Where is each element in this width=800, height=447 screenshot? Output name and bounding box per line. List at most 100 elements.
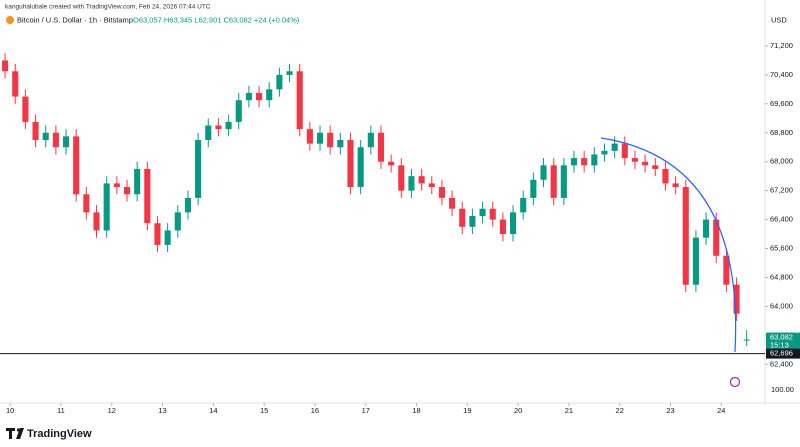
x-tick-label: 18 (412, 406, 420, 415)
candle-body (225, 121, 232, 130)
candle-body (215, 125, 222, 130)
countdown: 15:13 (770, 341, 789, 350)
x-tick-label: 19 (463, 406, 471, 415)
candle-body (154, 223, 161, 245)
candle-body (550, 165, 557, 198)
candle-body (449, 197, 456, 209)
candle-body (123, 187, 131, 195)
candle-body (367, 132, 374, 148)
candle-body (256, 92, 263, 101)
secondary-scale-label: 100.00 (771, 385, 794, 394)
candle-body (520, 197, 527, 213)
y-tick-label: 69,600 (770, 99, 793, 108)
candle-body (408, 176, 415, 191)
candle-body (134, 168, 141, 195)
candle-body (489, 208, 496, 220)
candle-body (682, 187, 689, 285)
x-tick-label: 23 (666, 406, 674, 415)
candle-body (611, 143, 618, 151)
y-tick-label: 70,400 (770, 70, 793, 79)
candle-body (499, 219, 506, 235)
candle-body (570, 158, 578, 166)
x-tick-label: 20 (514, 406, 522, 415)
attribution: kanguhalubale created with TradingView.c… (5, 4, 211, 11)
candle-body (723, 255, 730, 285)
x-tick-label: 16 (311, 406, 319, 415)
x-tick-label: 22 (616, 406, 624, 415)
candle-body (83, 194, 90, 213)
x-tick-label: 11 (57, 406, 65, 415)
candle-body (621, 143, 628, 159)
x-tick-label: 24 (717, 406, 725, 415)
x-tick-label: 15 (260, 406, 268, 415)
candle-body (469, 215, 476, 227)
candle-body (591, 154, 598, 166)
candle-body (306, 129, 313, 144)
candle-body (327, 132, 334, 148)
candle-body (52, 132, 59, 148)
candle-body (540, 165, 547, 180)
candle-body (12, 71, 19, 97)
candle-body (276, 74, 283, 90)
replay-icon[interactable] (729, 376, 741, 388)
candle-body (703, 219, 710, 238)
candle-body (73, 136, 80, 195)
candle-body (235, 100, 242, 122)
candle-body (743, 339, 750, 341)
x-tick-label: 10 (6, 406, 14, 415)
candle-body (22, 96, 29, 122)
y-tick-label: 68,000 (770, 157, 793, 166)
candle-body (144, 168, 151, 224)
y-tick-label: 66,400 (770, 215, 793, 224)
candle-body (459, 208, 466, 227)
candle-body (398, 165, 405, 191)
brand: TradingView (27, 428, 92, 440)
y-tick-label: 71,200 (770, 41, 793, 50)
x-tick-label: 17 (362, 406, 370, 415)
candle-body (388, 161, 395, 166)
candle-body (205, 125, 212, 141)
logo-dot (16, 428, 21, 432)
candle-body (692, 237, 699, 285)
candle-body (510, 212, 517, 235)
candle-body (642, 161, 649, 166)
candle-body (337, 140, 344, 148)
candle-body (357, 147, 364, 188)
candle-body (479, 208, 486, 216)
candle-body (103, 183, 110, 231)
candle-body (560, 165, 567, 198)
candle-body (42, 132, 49, 141)
y-tick-label: 62,400 (770, 359, 793, 368)
candle-body (530, 179, 537, 198)
candle-body (62, 136, 70, 148)
logo (6, 428, 24, 439)
ohlc-legend: O63,057 H63,345 L62,901 C63,082 +24 (+0.… (133, 15, 300, 24)
candle-body (418, 176, 425, 184)
currency: USD (771, 15, 787, 24)
y-tick-label: 65,600 (770, 244, 793, 253)
candle-body (428, 183, 435, 188)
last-price-tag (766, 332, 800, 352)
candle-body (113, 183, 120, 188)
candle-body (316, 132, 324, 144)
price-line-label: 62,696 (770, 349, 793, 358)
candle-body (195, 140, 202, 198)
x-tick-label: 21 (565, 406, 573, 415)
candle-body (164, 230, 171, 245)
symbol-icon (6, 16, 14, 24)
candle-body (2, 60, 9, 72)
candle-body (377, 132, 385, 162)
x-tick-label: 12 (108, 406, 116, 415)
candle-body (174, 212, 181, 231)
candle-body (184, 197, 191, 213)
symbol: Bitcoin / U.S. Dollar · 1h · Bitstamp (17, 15, 133, 24)
last-price-label: 63,082 (770, 333, 793, 342)
y-tick-label: 64,800 (770, 272, 793, 281)
y-tick-label: 68,800 (770, 128, 793, 137)
y-tick-label: 64,000 (770, 301, 793, 310)
candle-body (347, 140, 354, 188)
candle-body (662, 168, 669, 184)
x-tick-label: 14 (209, 406, 217, 415)
